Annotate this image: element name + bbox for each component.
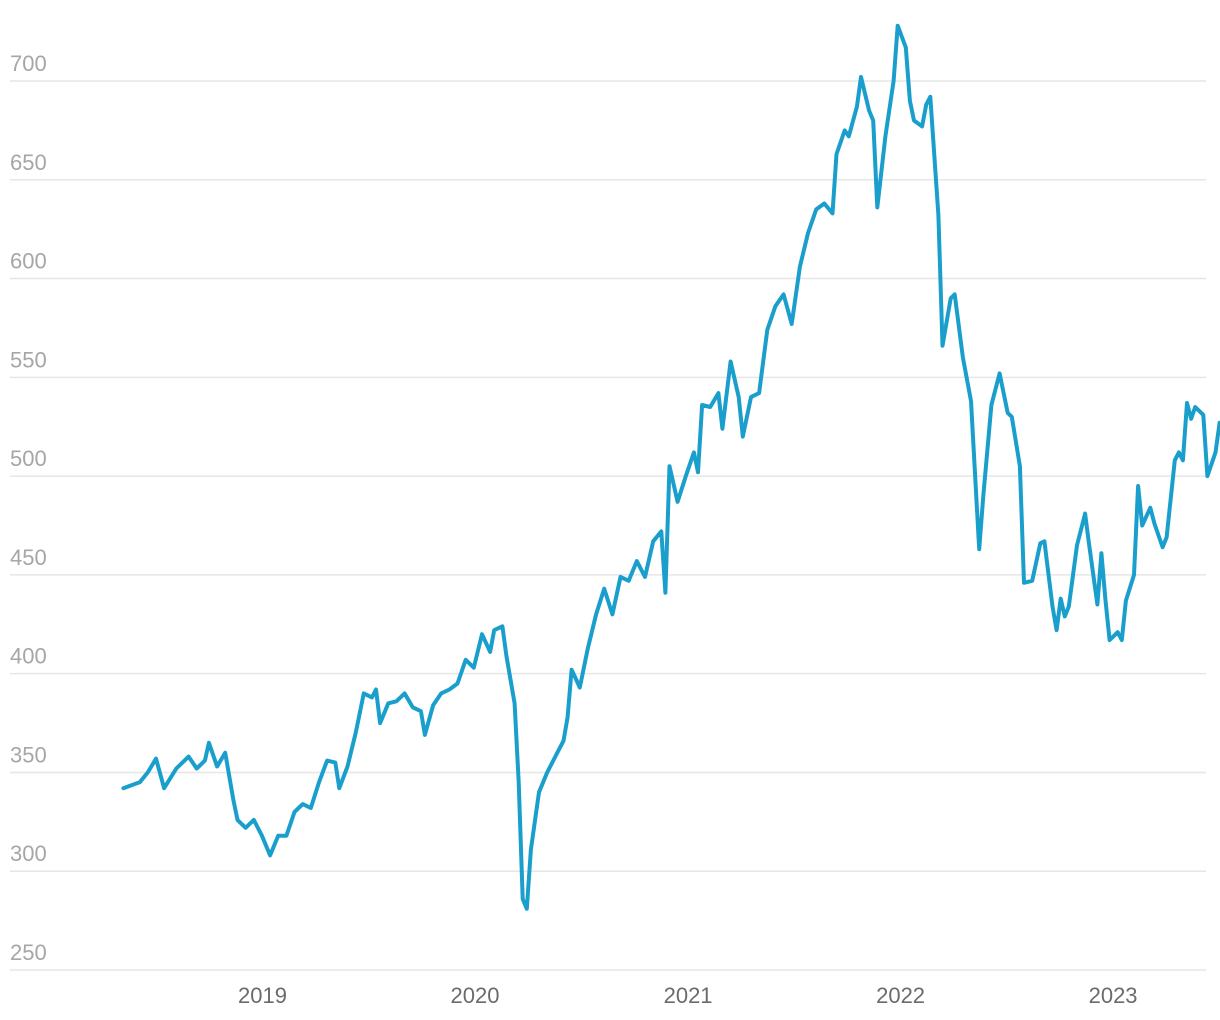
x-tick-label: 2021 xyxy=(664,983,713,1008)
y-tick-label: 550 xyxy=(10,347,47,372)
x-tick-label: 2020 xyxy=(451,983,500,1008)
gridlines xyxy=(10,80,1206,971)
y-tick-label: 300 xyxy=(10,841,47,866)
series-lines xyxy=(121,23,1220,911)
y-tick-label: 350 xyxy=(10,742,47,767)
x-tick-label: 2023 xyxy=(1089,983,1138,1008)
y-tick-label: 250 xyxy=(10,940,47,965)
x-tick-label: 2019 xyxy=(238,983,287,1008)
x-tick-label: 2022 xyxy=(876,983,925,1008)
y-tick-label: 650 xyxy=(10,150,47,175)
series-line-0 xyxy=(121,23,1220,911)
x-axis-tick-labels: 2019 2020 2021 2022 2023 xyxy=(238,983,1138,1008)
y-tick-label: 500 xyxy=(10,446,47,471)
y-tick-label: 400 xyxy=(10,644,47,669)
y-axis-tick-labels: 250 300 350 400 450 500 550 600 650 700 xyxy=(10,51,47,965)
y-tick-label: 450 xyxy=(10,545,47,570)
y-tick-label: 600 xyxy=(10,249,47,274)
y-tick-label: 700 xyxy=(10,51,47,76)
